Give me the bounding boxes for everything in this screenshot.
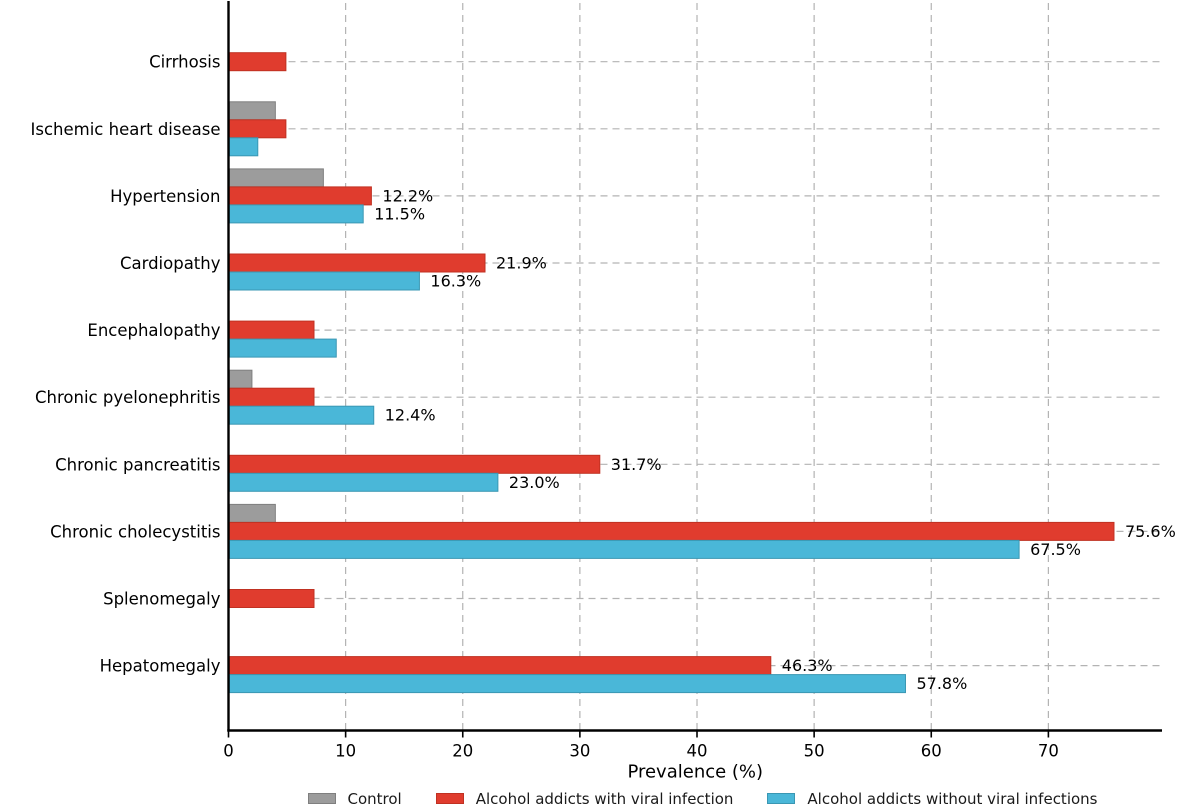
category-label: Ischemic heart disease	[31, 120, 221, 139]
bar-value-label: 11.5%	[374, 204, 425, 223]
category-label: Encephalopathy	[87, 321, 220, 340]
legend-label-without-viral-infections: Alcohol addicts without viral infections	[807, 789, 1098, 808]
bar-0-5	[229, 369, 253, 389]
x-axis-title: Prevalence (%)	[627, 762, 763, 783]
bar-1-1	[229, 119, 287, 139]
legend-item-with-viral-infection: Alcohol addicts with viral infection	[435, 789, 734, 808]
bar-2-4	[229, 338, 337, 358]
x-tick-label: 30	[569, 742, 590, 761]
legend-label-control: Control	[347, 789, 402, 808]
bar-value-label: 31.7%	[611, 455, 662, 474]
bar-1-8	[229, 589, 315, 608]
bar-1-5	[229, 387, 315, 407]
category-label: Chronic pancreatitis	[55, 455, 220, 474]
x-tick-label: 40	[687, 742, 708, 761]
bar-2-2	[229, 204, 364, 224]
bar-value-label: 23.0%	[509, 473, 560, 492]
bar-value-label: 75.6%	[1125, 522, 1176, 541]
x-tick-label: 70	[1038, 742, 1059, 761]
bar-value-label: 46.3%	[782, 656, 833, 675]
prevalence-bar-chart: 12.2% 21.9% 31.7% 75.6% 46.3% 11.5% 16.3% 12.4%…	[31, 1, 1176, 783]
bar-2-1	[229, 137, 259, 157]
bar-value-label: 12.2%	[382, 186, 433, 205]
legend-swatch-with-viral-infection	[435, 793, 464, 804]
bar-1-4	[229, 320, 315, 340]
bar-1-3	[229, 253, 486, 273]
x-tick-label: 60	[921, 742, 942, 761]
bar-1-0	[229, 52, 287, 72]
bar-value-label: 57.8%	[916, 674, 967, 693]
bar-2-7	[229, 539, 1020, 559]
legend-swatch-without-viral-infections	[767, 793, 796, 804]
legend-label-with-viral-infection: Alcohol addicts with viral infection	[475, 789, 734, 808]
legend-item-without-viral-infections: Alcohol addicts without viral infections	[767, 790, 1097, 808]
bar-2-6	[229, 472, 499, 492]
x-tick-label: 0	[223, 742, 234, 761]
bar-1-9	[229, 656, 772, 676]
category-label: Cardiopathy	[120, 254, 221, 273]
category-label: Splenomegaly	[103, 590, 221, 609]
bar-1-7	[229, 521, 1115, 541]
chart-legend: Control Alcohol addicts with viral infec…	[112, 785, 1181, 812]
bar-0-7	[229, 503, 276, 523]
x-tick-label: 20	[452, 742, 473, 761]
bar-0-2	[229, 168, 324, 188]
bar-value-label: 21.9%	[496, 254, 547, 273]
bar-0-1	[229, 101, 276, 121]
category-label: Hypertension	[110, 187, 220, 206]
legend-swatch-control	[307, 793, 336, 804]
category-label: Chronic cholecystitis	[50, 522, 220, 541]
bar-1-6	[229, 454, 601, 474]
category-label: Cirrhosis	[149, 53, 220, 72]
x-tick-label: 50	[804, 742, 825, 761]
x-tick-label: 10	[335, 742, 356, 761]
bar-2-3	[229, 271, 420, 291]
legend-item-control: Control	[307, 789, 402, 808]
bar-2-5	[229, 405, 375, 425]
bar-2-9	[229, 674, 906, 694]
bar-value-label: 16.3%	[430, 272, 481, 291]
bar-value-label: 12.4%	[385, 406, 436, 425]
bar-1-2	[229, 186, 372, 206]
category-label: Hepatomegaly	[100, 657, 221, 676]
bar-value-label: 67.5%	[1030, 540, 1081, 559]
category-label: Chronic pyelonephritis	[35, 388, 220, 407]
